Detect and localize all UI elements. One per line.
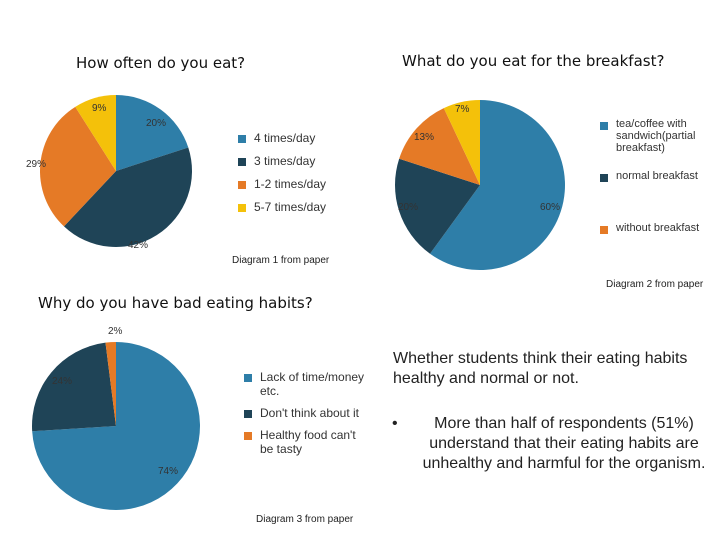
chart2-label-7: 7% xyxy=(455,104,470,115)
slice-1-2-times-day xyxy=(39,106,116,227)
chart3-label-2: 2% xyxy=(108,326,123,337)
chart2-pie xyxy=(395,100,565,270)
slice-dont-think xyxy=(31,342,116,432)
chart1-legend-swatch xyxy=(238,204,246,212)
chart3-legend-label: Healthy food can't be tasty xyxy=(260,428,356,456)
chart2-legend-item: normal breakfast xyxy=(600,170,710,182)
chart3-pie xyxy=(31,342,200,510)
chart2-legend-label: tea/coffee with sandwich(partial breakfa… xyxy=(616,118,696,154)
chart1-label-1-2: 29% xyxy=(26,159,47,170)
chart1-legend-item: 5-7 times/day xyxy=(238,200,326,214)
slice-healthy-not-tasty xyxy=(105,342,116,426)
slice-lack-of-time xyxy=(32,342,200,510)
chart1-label-5-7: 9% xyxy=(92,103,107,114)
chart3-label-74: 74% xyxy=(158,466,179,477)
chart1-legend-label: 5-7 times/day xyxy=(254,200,327,214)
chart1-legend-item: 4 times/day xyxy=(238,131,326,145)
chart2-title: What do you eat for the breakfast? xyxy=(402,52,665,70)
chart3-legend-item: Healthy food can't be tasty xyxy=(244,428,369,456)
chart3-legend-item: Don't think about it xyxy=(244,406,369,420)
chart2-label-20: 20% xyxy=(398,202,419,213)
chart1-legend-label: 4 times/day xyxy=(254,131,316,145)
chart3-legend-item: Lack of time/money etc. xyxy=(244,370,369,398)
chart2-legend-label: without breakfast xyxy=(616,222,700,234)
chart3-legend-swatch xyxy=(244,374,252,382)
chart3-legend-label: Don't think about it xyxy=(260,406,360,420)
chart2-legend-swatch xyxy=(600,174,608,182)
chart1-legend-swatch xyxy=(238,181,246,189)
chart1-label-3-times: 42% xyxy=(128,240,149,251)
slice-tea-coffee-60 xyxy=(430,100,565,270)
chart2-legend-item: tea/coffee with sandwich(partial breakfa… xyxy=(600,118,710,154)
chart1-pie xyxy=(39,95,192,247)
slice-other-7 xyxy=(443,100,480,185)
chart2-legend-item: without breakfast xyxy=(600,222,710,234)
chart1-title: How often do you eat? xyxy=(76,54,246,72)
chart1-legend-swatch xyxy=(238,158,246,166)
slice-normal-20 xyxy=(395,158,480,254)
chart1-legend-label: 1-2 times/day xyxy=(254,177,327,191)
chart3-label-24: 24% xyxy=(52,376,73,387)
bullet-icon: • xyxy=(392,415,398,432)
chart2-legend-swatch xyxy=(600,122,608,130)
chart1-legend-swatch xyxy=(238,135,246,143)
chart3-legend-swatch xyxy=(244,410,252,418)
chart1-caption: Diagram 1 from paper xyxy=(232,255,330,266)
chart3-caption: Diagram 3 from paper xyxy=(256,514,354,525)
chart2-legend-swatch xyxy=(600,226,608,234)
slice-5-7-times-day xyxy=(75,95,116,171)
slice-4-times-day xyxy=(116,95,189,171)
chart1-legend-label: 3 times/day xyxy=(254,154,316,168)
chart3-legend: Lack of time/money etc. Don't think abou… xyxy=(244,370,369,464)
summary-bullet-text: More than half of respondents (51%) unde… xyxy=(422,415,706,472)
slice-3-times-day xyxy=(63,147,192,247)
chart1-legend: 4 times/day 3 times/day 1-2 times/day 5-… xyxy=(238,131,326,223)
chart1-label-4-times: 20% xyxy=(146,118,167,129)
chart3-legend-swatch xyxy=(244,432,252,440)
chart2-label-13: 13% xyxy=(414,132,435,143)
chart3-legend-label: Lack of time/money etc. xyxy=(260,370,365,398)
chart1-legend-item: 1-2 times/day xyxy=(238,177,326,191)
chart2-legend-label: normal breakfast xyxy=(616,170,698,182)
chart2-caption: Diagram 2 from paper xyxy=(606,279,704,290)
slice-without-13 xyxy=(399,108,480,185)
chart2-label-60: 60% xyxy=(540,202,561,213)
summary-heading: Whether students think their eating habi… xyxy=(393,350,688,387)
chart3-title: Why do you have bad eating habits? xyxy=(38,294,313,312)
chart1-legend-item: 3 times/day xyxy=(238,154,326,168)
